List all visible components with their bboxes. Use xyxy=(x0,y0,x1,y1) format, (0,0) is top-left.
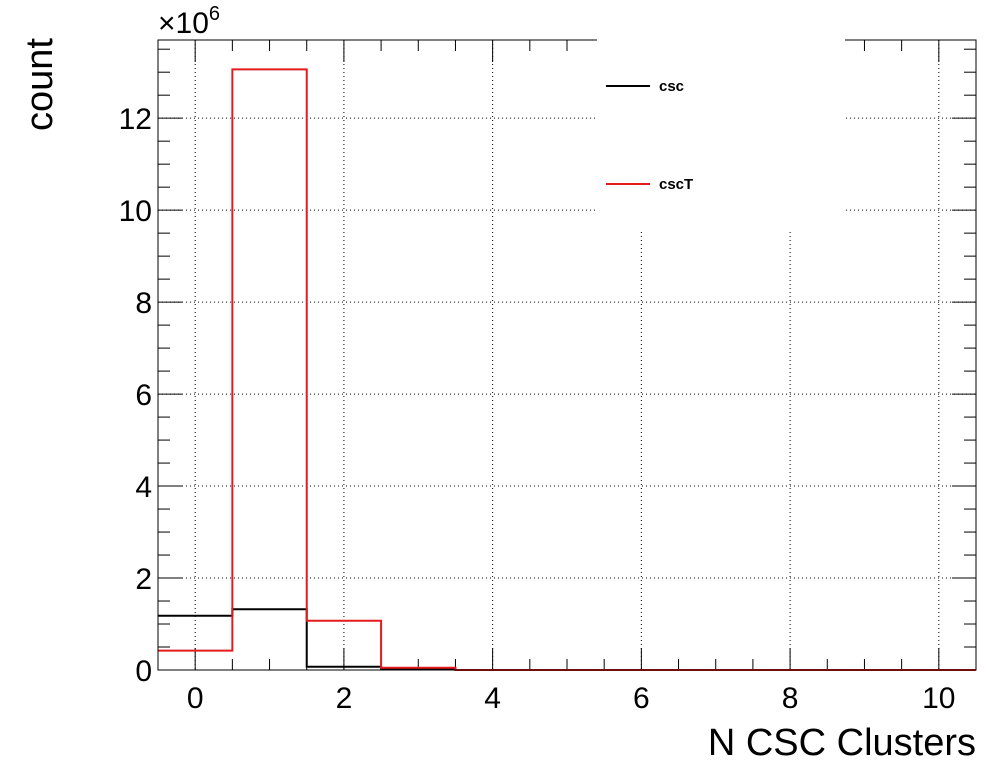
plot-frame xyxy=(157,39,977,671)
legend-label-csc: csc xyxy=(659,78,684,95)
legend-box xyxy=(597,36,845,232)
series-layer xyxy=(158,68,976,671)
tick-labels: 0 2 4 6 8 10 0 2 4 6 8 10 12 xyxy=(119,103,956,715)
y-tick-label: 2 xyxy=(135,563,152,596)
y-multiplier-base: ×10 xyxy=(158,7,209,40)
plot-frame-rect xyxy=(157,39,977,671)
x-tick-label: 10 xyxy=(922,682,955,715)
legend-label-cscT: cscT xyxy=(659,176,693,193)
x-tick-label: 8 xyxy=(782,682,799,715)
axis-ticks xyxy=(157,40,977,671)
y-multiplier-exponent: 6 xyxy=(209,3,220,25)
y-tick-label: 4 xyxy=(135,471,152,504)
x-tick-label: 6 xyxy=(633,682,650,715)
x-tick-label: 4 xyxy=(484,682,501,715)
y-multiplier: ×106 xyxy=(158,3,220,40)
x-axis-label: N CSC Clusters xyxy=(708,722,976,764)
y-tick-label: 0 xyxy=(135,655,152,688)
y-tick-label: 10 xyxy=(119,195,152,228)
legend: csc cscT xyxy=(597,36,845,232)
y-tick-label: 12 xyxy=(119,103,152,136)
y-tick-label: 8 xyxy=(135,287,152,320)
y-axis-label: count xyxy=(19,38,61,131)
x-tick-label: 0 xyxy=(187,682,204,715)
series-line-cscT xyxy=(158,68,976,671)
y-tick-label: 6 xyxy=(135,379,152,412)
x-tick-label: 2 xyxy=(336,682,353,715)
grid-lines xyxy=(158,40,976,670)
